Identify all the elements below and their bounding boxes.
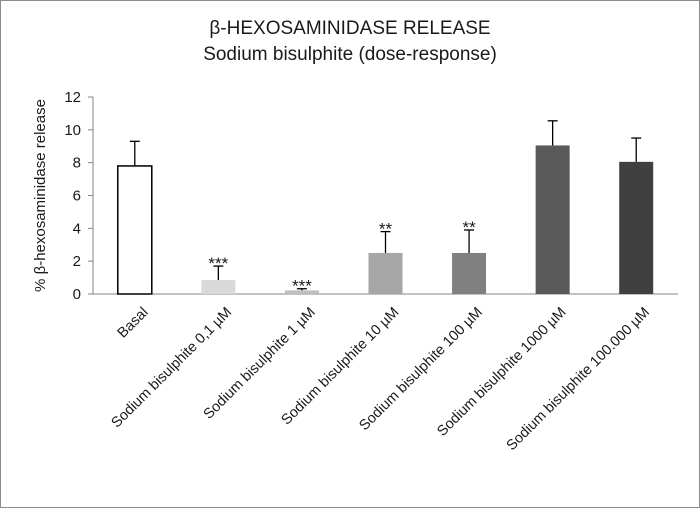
bar: [535, 145, 570, 294]
bar: [452, 252, 487, 294]
chart-subtitle: Sodium bisulphite (dose-response): [203, 44, 497, 65]
bar: [368, 252, 403, 294]
significance-mark: **: [379, 220, 393, 239]
error-bars: [129, 120, 642, 291]
y-tick-label: 6: [73, 188, 81, 205]
bar: [619, 161, 654, 294]
bars: [117, 145, 654, 295]
bar: [201, 280, 236, 294]
y-tick-label: 2: [73, 253, 81, 270]
significance-mark: **: [462, 218, 476, 237]
y-ticks: 0 2 4 6 8 10 12: [64, 89, 93, 303]
bar: [284, 290, 319, 294]
y-tick-label: 10: [64, 122, 81, 139]
y-tick-label: 8: [73, 155, 81, 172]
y-tick-label: 4: [73, 220, 81, 237]
significance-mark: ***: [208, 254, 228, 273]
chart-title-block: β-HEXOSAMINIDASE RELEASE Sodium bisulphi…: [0, 16, 700, 68]
bar: [117, 165, 153, 295]
significance-marks: ******** **: [208, 218, 476, 296]
y-axis-label: % β-hexosaminidase release: [32, 99, 49, 292]
category-label: Basal: [115, 305, 152, 342]
significance-mark: ***: [292, 277, 312, 296]
y-tick-label: 12: [64, 89, 81, 106]
chart-title: β-HEXOSAMINIDASE RELEASE: [209, 18, 491, 39]
y-tick-label: 0: [73, 286, 81, 303]
category-label: Sodium bisulphite 100.000 µM: [504, 305, 653, 454]
